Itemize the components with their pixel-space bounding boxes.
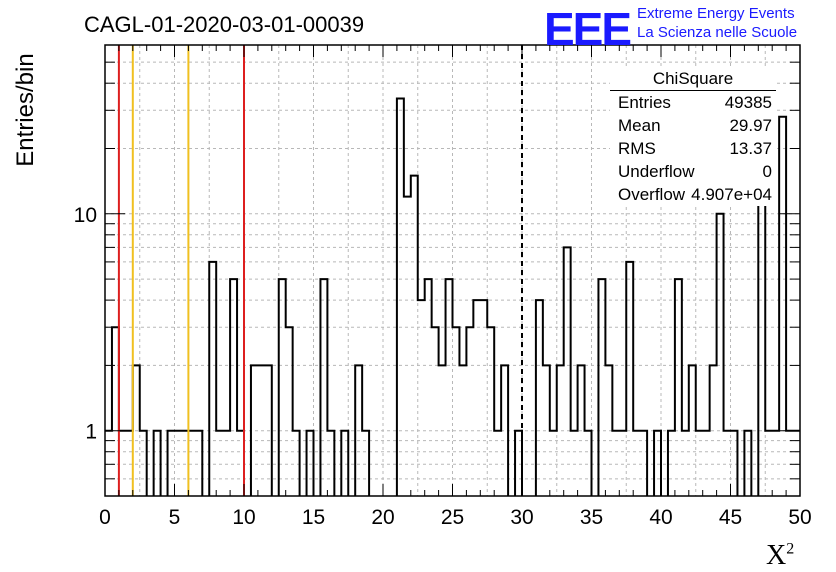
stats-key: Mean [618, 116, 661, 135]
x-axis-label: X2 [766, 540, 795, 571]
x-tick-label: 25 [441, 506, 464, 529]
x-tick-label: 35 [580, 506, 603, 529]
stats-value: 13.37 [729, 139, 772, 158]
stats-key: Underflow [618, 162, 695, 181]
x-tick-label: 0 [99, 506, 111, 529]
x-tick-label: 30 [510, 506, 533, 529]
stats-value: 29.97 [729, 116, 772, 135]
y-tick-label: 10 [74, 204, 97, 227]
x-tick-label: 15 [302, 506, 325, 529]
x-tick-label: 10 [232, 506, 255, 529]
logo-text-line1: Extreme Energy Events [637, 5, 795, 22]
stats-row-underflow: Underflow 0 [610, 160, 776, 183]
eee-logo: EEE [544, 3, 632, 55]
x-tick-label: 50 [788, 506, 811, 529]
x-tick-label: 20 [371, 506, 394, 529]
stats-box: ChiSquare Entries 49385 Mean 29.97 RMS 13.3… [610, 68, 776, 206]
stats-row-rms: RMS 13.37 [610, 137, 776, 160]
stats-row-mean: Mean 29.97 [610, 114, 776, 137]
stats-row-entries: Entries 49385 [610, 91, 776, 114]
stats-row-overflow: Overflow 4.907e+04 [610, 183, 776, 206]
stats-box-title: ChiSquare [610, 68, 776, 91]
logo-text-line2: La Scienza nelle Scuole [637, 24, 798, 41]
chart-title: CAGL-01-2020-03-01-00039 [84, 12, 365, 37]
histogram-series [105, 97, 800, 496]
y-tick-label: 1 [85, 421, 97, 444]
x-tick-label: 45 [719, 506, 742, 529]
stats-value: 49385 [724, 93, 772, 112]
stats-key: Overflow [618, 185, 686, 204]
stats-key: Entries [618, 93, 671, 112]
stats-value: 0 [762, 162, 772, 181]
x-tick-label: 5 [169, 506, 181, 529]
stats-key: RMS [618, 139, 656, 158]
x-tick-label: 40 [649, 506, 672, 529]
y-axis-label: Entries/bin [12, 53, 39, 167]
stats-value: 4.907e+04 [691, 185, 772, 204]
